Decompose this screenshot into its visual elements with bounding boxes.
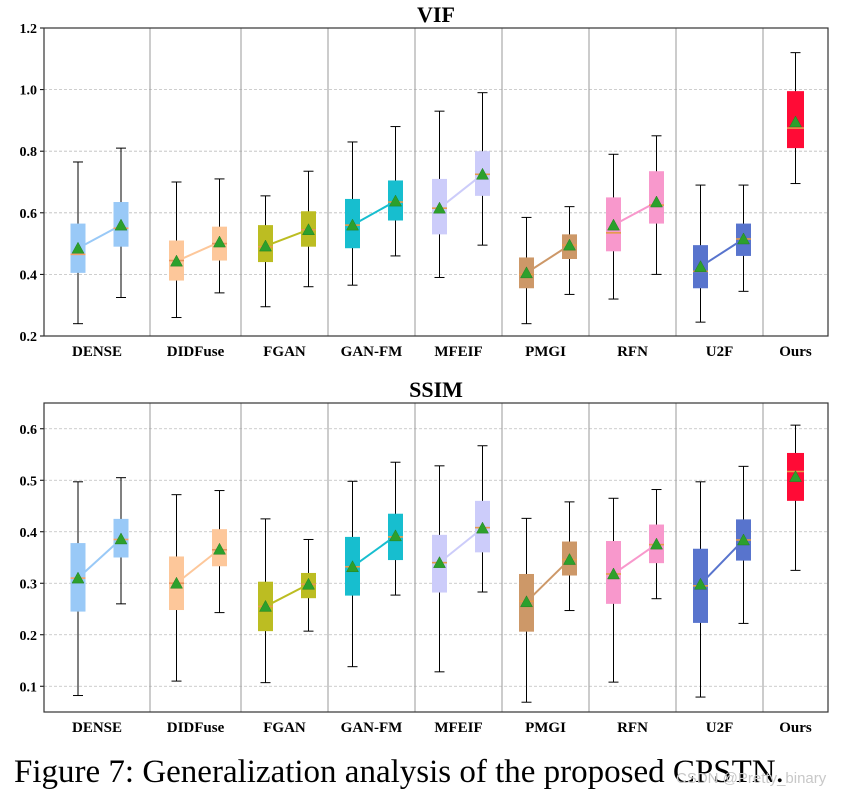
plot-frame: [43, 27, 829, 337]
mean-marker: [213, 235, 226, 248]
box-group-dense: [70, 147, 129, 325]
mean-marker: [694, 577, 707, 590]
mean-marker: [476, 521, 489, 534]
mean-marker: [259, 239, 272, 252]
mean-marker: [433, 201, 446, 214]
x-tick-label: RFN: [617, 720, 648, 736]
box-group-mfeif: [432, 92, 490, 278]
x-tick-label: Ours: [779, 720, 812, 736]
y-tick-label: 0.5: [20, 474, 38, 489]
x-tick-label: FGAN: [263, 344, 306, 360]
box-group-gan-fm: [345, 126, 403, 286]
mean-marker: [476, 167, 489, 180]
x-tick-label: DENSE: [72, 720, 122, 736]
x-tick-label: U2F: [706, 720, 734, 736]
mean-marker: [520, 266, 533, 279]
mean-marker: [170, 254, 183, 267]
y-tick-label: 1.2: [20, 22, 38, 37]
x-tick-label: DIDFuse: [167, 720, 225, 736]
chart-title: VIF: [417, 2, 455, 27]
x-tick-label: GAN-FM: [341, 720, 403, 736]
mean-marker: [433, 556, 446, 568]
x-tick-label: GAN-FM: [341, 344, 403, 360]
mean-marker: [170, 576, 183, 589]
box-group-rfn: [606, 489, 664, 683]
chart-title: SSIM: [409, 377, 463, 402]
box-group-pmgi: [519, 501, 577, 703]
mean-marker: [607, 567, 620, 580]
box-group-ours: [787, 424, 804, 571]
mean-marker: [563, 238, 576, 251]
mean-marker: [737, 232, 750, 245]
x-tick-label: Ours: [779, 344, 812, 360]
plot-frame: [43, 402, 829, 713]
mean-marker: [259, 599, 272, 612]
mean-marker: [213, 542, 226, 555]
box-group-rfn: [606, 135, 664, 300]
y-tick-label: 0.1: [20, 680, 38, 695]
mean-marker: [302, 223, 315, 235]
x-tick-label: MFEIF: [434, 720, 482, 736]
y-tick-label: 0.2: [20, 629, 38, 644]
y-tick-label: 0.8: [20, 145, 38, 160]
box-group-ours: [787, 52, 804, 185]
mean-marker: [650, 537, 663, 550]
mean-marker: [520, 595, 533, 608]
chart-panel-vif: VIF 0.2 0.4 0.6 0.8 1.0 1.2 DENSE DIDFuse FGAN GAN…: [20, 2, 829, 360]
x-tick-label: PMGI: [525, 720, 566, 736]
box-group-fgan: [258, 518, 316, 684]
x-tick-label: MFEIF: [434, 344, 482, 360]
y-tick-label: 0.4: [20, 268, 38, 283]
y-tick-label: 0.2: [20, 330, 38, 345]
box-group-fgan: [258, 170, 316, 308]
mean-marker: [694, 260, 707, 272]
x-tick-label: U2F: [706, 344, 734, 360]
x-tick-label: DENSE: [72, 344, 122, 360]
y-tick-label: 0.6: [20, 207, 38, 222]
figure-caption: Figure 7: Generalization analysis of the…: [14, 754, 784, 790]
box-group-didfuse: [169, 490, 227, 682]
box-group-gan-fm: [345, 461, 403, 668]
box-group-u2f: [693, 184, 751, 323]
mean-marker: [71, 241, 85, 254]
x-tick-label: PMGI: [525, 344, 566, 360]
mean-marker: [346, 218, 359, 231]
box-plot-figure: VIF 0.2 0.4 0.6 0.8 1.0 1.2 DENSE DIDFuse FGAN GAN…: [20, 2, 829, 736]
mean-marker: [789, 470, 802, 482]
x-tick-label: FGAN: [263, 720, 306, 736]
y-tick-label: 0.4: [20, 526, 38, 541]
y-tick-label: 0.6: [20, 423, 38, 438]
mean-marker: [563, 553, 576, 565]
box-group-u2f: [693, 465, 751, 698]
box-group-didfuse: [169, 178, 227, 319]
mean-marker: [302, 577, 315, 590]
mean-marker: [114, 218, 128, 231]
box-group-pmgi: [519, 206, 577, 325]
mean-marker: [737, 533, 750, 546]
mean-marker: [71, 571, 85, 584]
box-group-dense: [70, 477, 129, 697]
watermark-text: CSDN @Pretty_binary: [676, 770, 827, 787]
y-tick-label: 1.0: [20, 84, 38, 99]
mean-marker: [389, 529, 402, 542]
mean-marker: [114, 532, 128, 545]
mean-marker: [789, 115, 802, 128]
mean-marker: [389, 194, 402, 207]
x-tick-label: DIDFuse: [167, 344, 225, 360]
box-group-mfeif: [432, 445, 490, 673]
y-tick-label: 0.3: [20, 577, 38, 592]
mean-marker: [346, 560, 359, 573]
x-tick-label: RFN: [617, 344, 648, 360]
mean-marker: [650, 195, 663, 208]
mean-marker: [607, 218, 620, 231]
chart-panel-ssim: SSIM 0.1 0.2 0.3 0.4 0.5 0.6 DENSE DIDFuse FGAN GA…: [20, 377, 829, 736]
